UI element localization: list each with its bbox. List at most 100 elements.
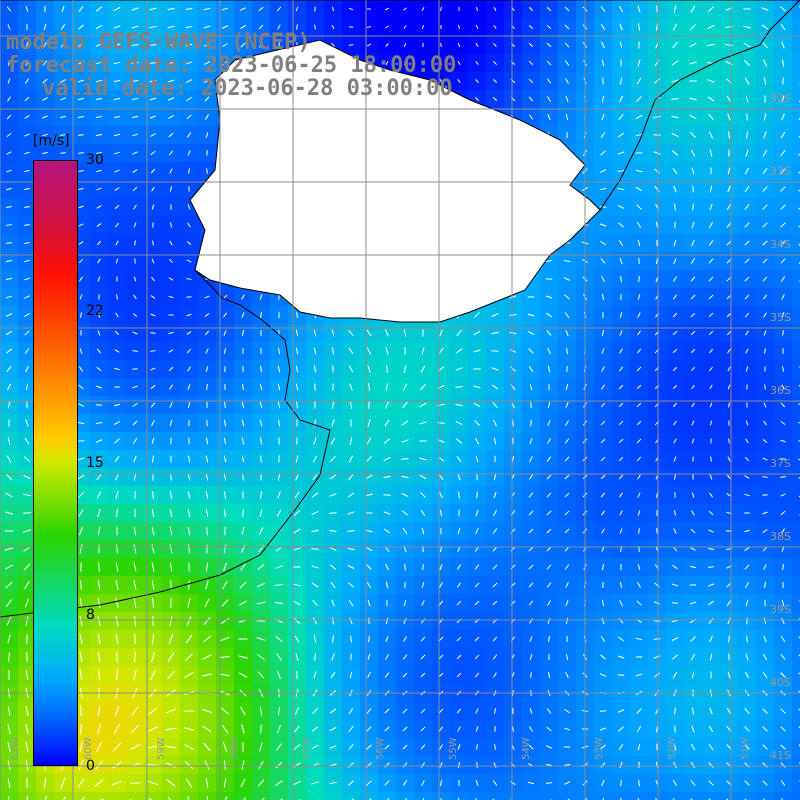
wind-vector: [474, 672, 480, 678]
wind-vector: [491, 331, 499, 335]
wind-vector: [185, 79, 193, 83]
wind-vector: [220, 673, 230, 677]
wind-vector: [149, 61, 157, 65]
wind-vector: [223, 544, 227, 554]
wind-vector: [151, 258, 155, 264]
wind-vector: [727, 185, 731, 193]
wind-vector: [600, 492, 606, 498]
wind-vector: [133, 455, 137, 463]
wind-vector: [708, 510, 714, 516]
wind-vector: [600, 438, 606, 444]
wind-vector: [422, 797, 425, 800]
wind-vector: [187, 366, 191, 372]
longitude-label: 61W: [10, 737, 21, 760]
wind-vector: [565, 617, 569, 625]
wind-vector: [184, 671, 194, 679]
wind-vector: [637, 294, 641, 300]
wind-vector: [726, 725, 732, 733]
wind-vector: [150, 367, 156, 371]
wind-vector: [709, 492, 713, 498]
wind-vector: [529, 455, 533, 463]
wind-vector: [781, 384, 785, 390]
wind-vector: [745, 167, 749, 175]
wind-vector: [296, 437, 298, 445]
wind-vector: [762, 476, 768, 478]
wind-vector: [367, 671, 371, 679]
wind-speed-cell: [792, 522, 800, 540]
wind-vector: [187, 509, 191, 517]
wind-vector: [636, 384, 642, 390]
wind-vector: [134, 240, 136, 246]
wind-vector: [671, 583, 679, 587]
wind-vector: [241, 312, 245, 318]
model-title: modelo GEFS-WAVE (NCEP): [6, 30, 311, 55]
wind-vector: [745, 599, 749, 607]
wind-vector: [206, 150, 208, 156]
wind-vector: [546, 78, 552, 84]
wind-vector: [167, 61, 175, 65]
wind-vector: [402, 510, 408, 516]
wind-vector: [439, 509, 443, 517]
wind-vector: [77, 115, 85, 119]
land-mass: [0, 0, 800, 323]
wind-speed-cell: [792, 432, 800, 450]
wind-vector: [780, 636, 786, 642]
wind-vector: [762, 204, 768, 210]
wind-vector: [673, 438, 677, 444]
wind-vector: [276, 509, 282, 517]
wind-vector: [493, 61, 497, 65]
wind-vector: [115, 633, 119, 645]
wind-vector: [224, 366, 226, 372]
wind-speed-cell: [792, 198, 800, 216]
wind-speed-cell: [792, 360, 800, 378]
wind-vector: [619, 581, 623, 589]
wind-speed-cell: [792, 540, 800, 558]
wind-vector: [385, 635, 389, 643]
wind-vector: [635, 186, 643, 192]
wind-vector: [673, 420, 677, 426]
wind-vector: [329, 529, 337, 533]
wind-vector: [744, 493, 750, 497]
wind-vector: [763, 617, 767, 625]
wind-vector: [185, 61, 193, 65]
wind-vector: [385, 563, 389, 571]
wind-speed-cell: [54, 792, 72, 800]
wind-vector: [708, 258, 714, 264]
wind-vector: [653, 134, 661, 136]
wind-vector: [744, 204, 750, 210]
wind-vector: [475, 42, 479, 48]
wind-vector: [744, 222, 750, 228]
wind-vector: [744, 726, 750, 732]
wind-vector: [42, 151, 48, 155]
wind-vector: [24, 295, 30, 299]
wind-vector: [5, 277, 13, 281]
wind-vector: [366, 564, 372, 570]
wind-vector: [94, 779, 104, 787]
wind-vector: [601, 528, 605, 534]
wind-vector: [348, 347, 354, 355]
wind-vector: [205, 562, 209, 572]
wind-vector: [167, 79, 175, 83]
wind-vector: [402, 780, 408, 786]
wind-vector: [763, 312, 767, 318]
wind-vector: [5, 599, 13, 607]
wind-vector: [637, 510, 641, 516]
wind-vector: [691, 420, 695, 426]
wind-speed-cell: [648, 792, 666, 800]
wind-vector: [366, 762, 372, 768]
wind-vector: [474, 437, 480, 445]
wind-vector: [690, 743, 696, 751]
wind-vector: [151, 580, 155, 590]
wind-vector: [420, 492, 426, 498]
wind-vector: [619, 599, 623, 607]
wind-vector: [150, 150, 156, 156]
wind-vector: [528, 24, 534, 30]
wind-vector: [186, 114, 192, 120]
latitude-label: 41S: [770, 749, 791, 762]
wind-vector: [260, 347, 262, 355]
wind-vector: [383, 494, 391, 496]
wind-vector: [528, 42, 534, 48]
wind-speed-cell: [792, 18, 800, 36]
wind-vector: [115, 473, 119, 481]
wind-vector: [509, 295, 517, 299]
